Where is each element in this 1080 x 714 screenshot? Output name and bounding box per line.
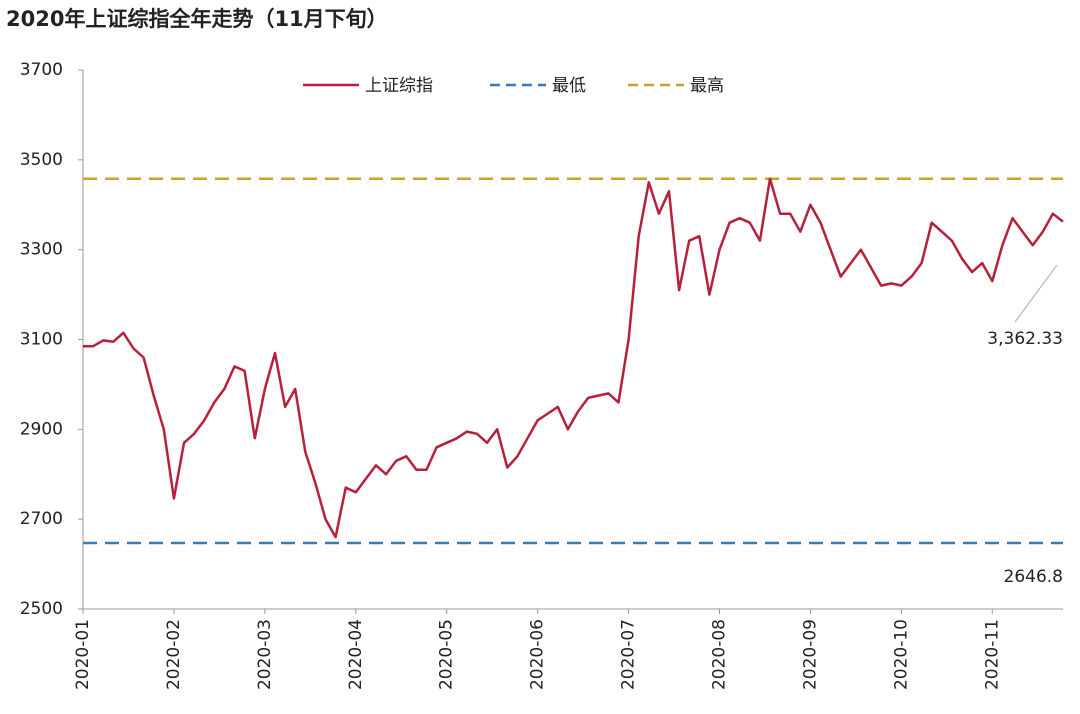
y-tick-label: 2500 <box>20 599 63 619</box>
x-tick-label: 2020-11 <box>982 619 1002 690</box>
legend-label: 最高 <box>690 76 724 96</box>
x-tick-label: 2020-08 <box>709 619 729 690</box>
x-tick-label: 2020-01 <box>73 619 93 690</box>
y-tick-label: 3500 <box>20 150 63 170</box>
x-tick-label: 2020-05 <box>437 619 457 690</box>
y-tick-label: 2900 <box>20 419 63 439</box>
x-tick-label: 2020-10 <box>891 619 911 690</box>
reference-label: 2646.8 <box>1004 567 1063 587</box>
annotation-leader <box>1014 264 1058 323</box>
x-tick-label: 2020-02 <box>164 619 184 690</box>
x-tick-label: 2020-07 <box>619 619 639 690</box>
legend-label: 上证综指 <box>365 76 433 96</box>
y-tick-label: 3300 <box>20 240 63 260</box>
x-tick-label: 2020-06 <box>528 619 548 690</box>
annotation: 3,362.33 <box>987 329 1063 349</box>
x-tick-label: 2020-03 <box>255 619 275 690</box>
y-tick-label: 3700 <box>20 60 63 80</box>
series-line <box>83 177 1064 539</box>
y-tick-label: 3100 <box>20 330 63 350</box>
x-tick-label: 2020-09 <box>800 619 820 690</box>
y-tick-label: 2700 <box>20 509 63 529</box>
legend-label: 最低 <box>552 76 586 96</box>
chart-title: 2020年上证综指全年走势（11月下旬） <box>6 7 388 31</box>
x-tick-label: 2020-04 <box>346 619 366 690</box>
